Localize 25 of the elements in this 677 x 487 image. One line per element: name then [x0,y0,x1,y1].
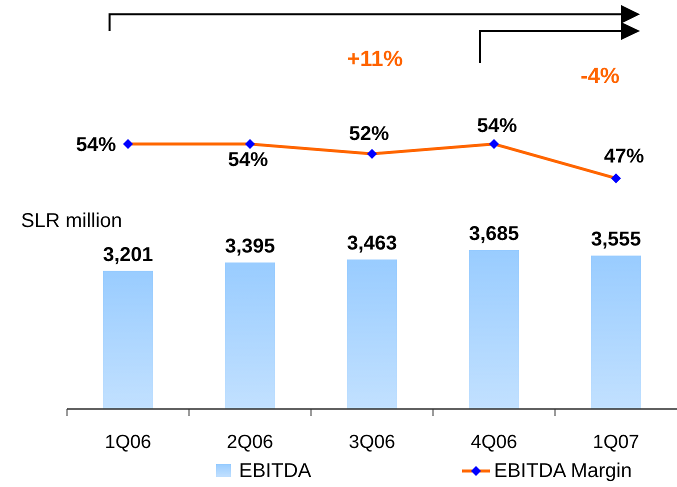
text: +11% [347,46,403,71]
data-label: 47% [604,145,644,168]
x-tick-label: 3Q06 [348,432,396,453]
data-label: 3,395 [224,235,276,258]
x-tick-label: 2Q06 [226,432,274,453]
bar [103,270,153,409]
bar [469,250,519,409]
y-axis-title: SLR million [21,210,122,232]
data-label: 3,685 [468,222,520,245]
x-tick-label: 1Q06 [104,432,152,453]
data-label: 52% [348,122,390,145]
bar [591,256,641,409]
legend-label: EBITDA Margin [494,459,632,483]
bar [225,262,275,409]
data-label: 3,555 [590,228,642,251]
data-label: 3,201 [102,244,154,266]
data-label: 54% [228,149,268,172]
x-tick-label: 1Q07 [592,432,640,453]
text: -4% [580,63,620,88]
data-label: 3,463 [346,232,398,255]
data-label: 54% [76,134,116,156]
legend-label: EBITDA [239,459,312,483]
bar [347,260,397,409]
x-tick-label: 4Q06 [470,432,518,453]
data-label: 54% [476,115,518,138]
